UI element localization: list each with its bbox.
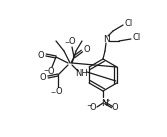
Text: O: O bbox=[69, 38, 75, 46]
Text: Cl: Cl bbox=[125, 19, 133, 28]
Text: NH: NH bbox=[76, 68, 88, 78]
Text: O: O bbox=[40, 72, 46, 82]
Text: −: − bbox=[64, 39, 70, 45]
Text: N: N bbox=[104, 35, 110, 44]
Text: O: O bbox=[56, 88, 62, 96]
Text: Cl: Cl bbox=[133, 34, 141, 42]
Text: −: − bbox=[50, 89, 56, 95]
Text: O: O bbox=[38, 51, 44, 59]
Text: O: O bbox=[84, 45, 90, 55]
Text: −: − bbox=[43, 68, 49, 72]
Text: N: N bbox=[101, 99, 107, 108]
Text: O: O bbox=[112, 103, 118, 112]
Text: −: − bbox=[86, 103, 92, 109]
Text: O: O bbox=[90, 103, 96, 112]
Text: +: + bbox=[106, 98, 110, 102]
Text: O: O bbox=[48, 68, 54, 76]
